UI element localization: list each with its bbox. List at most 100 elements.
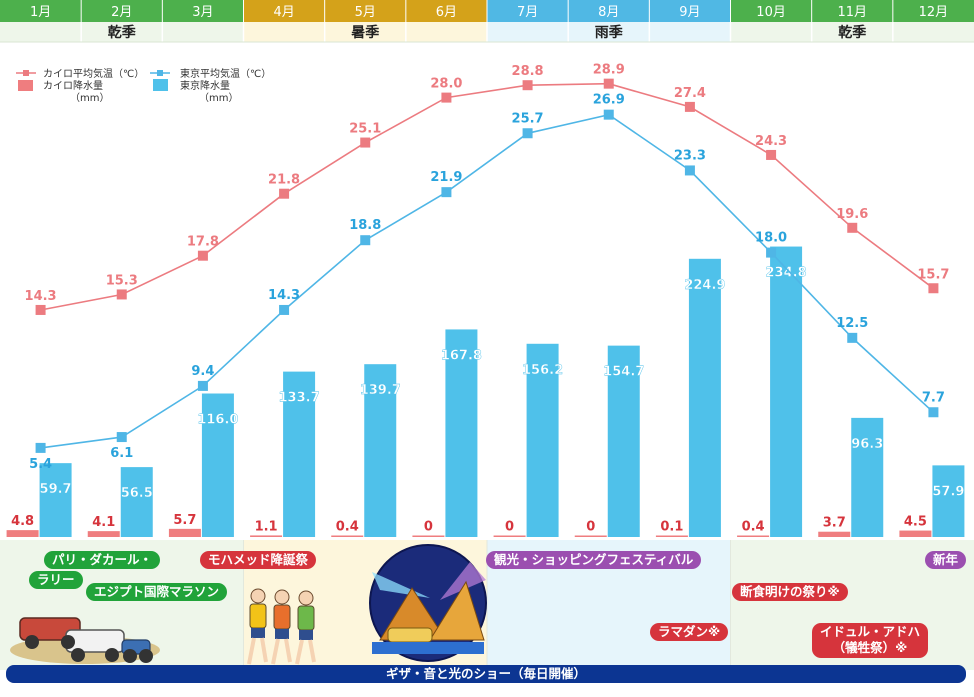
tokyo-rain-label: 133.7 <box>279 391 320 406</box>
event-label: モハメッド降誕祭 <box>200 551 317 569</box>
event-label: ラリー <box>29 571 83 589</box>
cairo-rain-bar <box>250 535 283 537</box>
cairo-rain-bar <box>412 535 445 537</box>
tokyo-rain-label: 156.2 <box>522 363 563 378</box>
spotlight-beam <box>372 572 430 598</box>
cairo-rain-bar <box>818 531 851 537</box>
month-label: 10月 <box>756 5 786 20</box>
tokyo-rain-bar <box>445 329 478 537</box>
marathon-runners-illustration <box>247 588 316 665</box>
tokyo-rain-label: 154.7 <box>603 365 644 380</box>
tokyo-rain-label: 224.9 <box>684 278 725 293</box>
cairo-rain-label: 0 <box>424 520 433 535</box>
legend-cairo-temp-marker <box>23 70 29 76</box>
tokyo-temp-point <box>116 432 127 443</box>
car-wheel <box>71 648 85 662</box>
cairo-rain-label: 0.1 <box>660 520 683 535</box>
cairo-rain-bar <box>6 530 39 537</box>
cairo-temp-label: 17.8 <box>187 235 219 250</box>
month-header-cell <box>811 0 893 22</box>
tokyo-temp-point <box>684 165 695 176</box>
tokyo-rain-label: 234.8 <box>766 266 807 281</box>
month-header-cell <box>324 0 406 22</box>
month-label: 5月 <box>355 5 376 20</box>
tokyo-temp-label: 23.3 <box>674 148 706 163</box>
month-label: 8月 <box>598 5 619 20</box>
runner-shorts <box>275 629 289 639</box>
cairo-rain-label: 0 <box>505 520 514 535</box>
tokyo-rain-label: 167.8 <box>441 348 482 363</box>
legend-tokyo-rain-swatch <box>153 79 168 91</box>
runner-shirt <box>249 603 267 629</box>
month-header-cell <box>730 0 812 22</box>
cairo-temp-point <box>522 80 533 91</box>
runner-head <box>250 588 266 604</box>
cairo-rain-label: 0 <box>586 520 595 535</box>
event-label: イドュル・アドハ （犠牲祭）※ <box>812 623 929 658</box>
cairo-temp-point <box>441 92 452 103</box>
event-label-line: イドュル・アドハ <box>820 624 921 639</box>
month-header-cell <box>892 0 974 22</box>
tokyo-temp-point <box>441 187 452 198</box>
month-header-cell <box>649 0 731 22</box>
car-wheel <box>123 649 137 663</box>
tokyo-rain-bar <box>851 417 884 537</box>
event-label: ギザ・音と光のショー（毎日開催） <box>6 665 966 683</box>
pyramids-illustration <box>369 544 487 662</box>
water <box>372 642 484 654</box>
season-band <box>243 22 487 42</box>
event-label: エジプト国際マラソン <box>86 583 228 601</box>
cairo-temp-line <box>40 82 934 311</box>
cairo-rain-bar <box>655 535 688 537</box>
pyramid <box>429 580 485 641</box>
tokyo-rain-bar <box>607 345 640 537</box>
month-label: 2月 <box>111 5 132 20</box>
legend-tokyo-temp-label: 東京平均気温（℃） <box>180 67 271 80</box>
runner-leg <box>295 639 304 665</box>
month-header-cell <box>162 0 244 22</box>
tokyo-temp-point <box>279 304 290 315</box>
tokyo-rain-bar <box>688 258 721 537</box>
cairo-rain-bar <box>331 535 364 537</box>
tokyo-rain-bar <box>526 343 559 537</box>
cairo-rain-label: 4.8 <box>11 514 34 529</box>
runner-shorts <box>299 630 313 640</box>
season-label: 乾季 <box>108 24 136 41</box>
month-label: 11月 <box>837 5 867 20</box>
tokyo-rain-bar <box>364 364 397 537</box>
runner-leg <box>260 637 268 663</box>
cairo-temp-label: 15.7 <box>917 267 949 282</box>
tokyo-temp-label: 9.4 <box>191 364 214 379</box>
legend-cairo-temp-label: カイロ平均気温（℃） <box>43 67 144 80</box>
cairo-temp-label: 27.4 <box>674 86 706 101</box>
cairo-rain-bar <box>899 530 932 537</box>
tokyo-rain-label: 139.7 <box>360 383 401 398</box>
legend-tokyo-temp-marker <box>157 70 163 76</box>
tokyo-temp-label: 26.9 <box>593 93 625 108</box>
tokyo-rain-label: 56.5 <box>121 486 153 501</box>
season-label: 乾季 <box>838 24 866 41</box>
spotlight-beam <box>440 562 486 600</box>
tokyo-temp-label: 21.9 <box>430 170 462 185</box>
runner-head <box>274 589 290 605</box>
month-header-cell <box>0 0 82 22</box>
tokyo-rain-bar <box>120 467 153 537</box>
cairo-temp-point <box>360 137 371 148</box>
runner-shirt <box>297 605 315 631</box>
event-label: ラマダン※ <box>650 623 729 641</box>
cairo-temp-label: 21.8 <box>268 173 300 188</box>
season-label: 雨季 <box>595 24 623 41</box>
cairo-temp-label: 28.9 <box>593 63 625 78</box>
cairo-temp-label: 28.8 <box>512 64 544 79</box>
runner-leg <box>247 637 256 665</box>
tokyo-temp-point <box>360 235 371 246</box>
legend-tokyo-rain-label: 東京降水量 <box>180 79 230 92</box>
cairo-temp-label: 19.6 <box>836 207 868 222</box>
rally-cars-illustration <box>10 617 160 664</box>
tokyo-temp-point <box>928 407 939 418</box>
season-band <box>487 22 731 42</box>
tokyo-temp-label: 18.8 <box>349 218 381 233</box>
tokyo-temp-label: 14.3 <box>268 288 300 303</box>
legend-tokyo-rain-unit: （mm） <box>199 92 238 104</box>
cairo-rain-label: 4.5 <box>904 515 927 530</box>
